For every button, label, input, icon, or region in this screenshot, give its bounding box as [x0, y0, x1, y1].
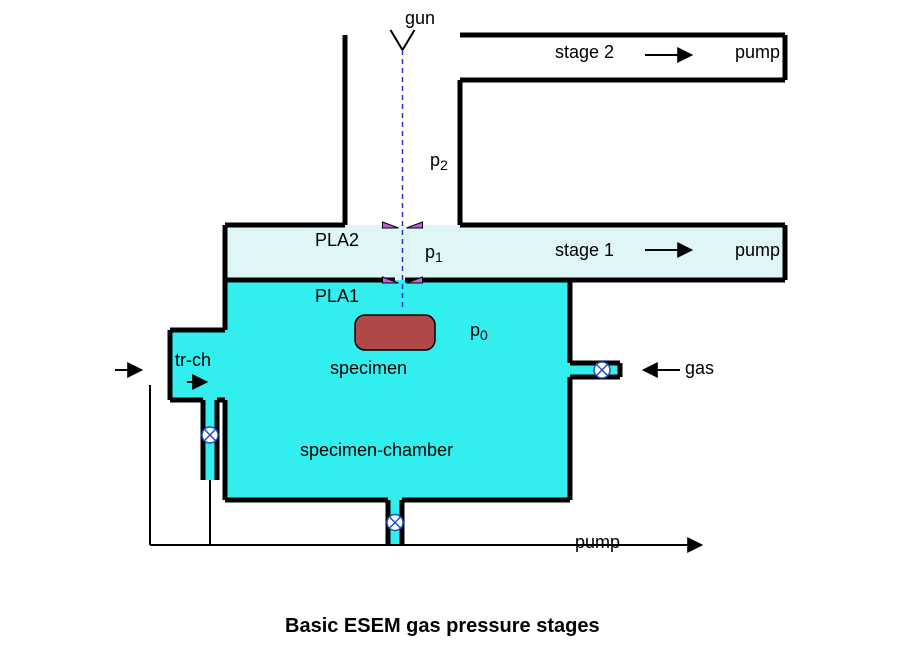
pump-label-bot: pump [575, 532, 620, 553]
gun-label: gun [405, 8, 435, 29]
p0-label: p0 [470, 320, 488, 341]
caption: Basic ESEM gas pressure stages [285, 615, 600, 638]
pump-label-top: pump [735, 42, 780, 63]
p2-label: p2 [430, 150, 448, 171]
specimen-label: specimen [330, 358, 407, 379]
trch-label: tr-ch [175, 350, 211, 371]
pla1-label: PLA1 [315, 286, 359, 307]
diagram-root: gun stage 2 pump p2 PLA2 p1 stage 1 pump… [0, 0, 900, 660]
specimen [355, 315, 435, 350]
stage1-label: stage 1 [555, 240, 614, 261]
gas-label: gas [685, 358, 714, 379]
pump-label-s1: pump [735, 240, 780, 261]
chamber-label: specimen-chamber [300, 440, 453, 461]
stage2-label: stage 2 [555, 42, 614, 63]
esem-diagram-svg [0, 0, 900, 660]
pla2-label: PLA2 [315, 230, 359, 251]
p1-label: p1 [425, 242, 443, 263]
